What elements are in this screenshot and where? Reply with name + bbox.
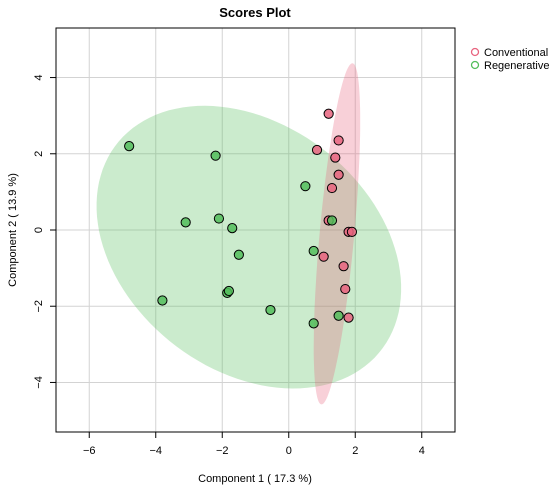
point-regenerative <box>308 318 319 329</box>
x-tick-label: −6 <box>83 445 96 457</box>
ellipse-conventional <box>313 63 361 405</box>
x-tick-label: 0 <box>286 445 292 457</box>
point-regenerative <box>333 310 344 321</box>
y-tick-label: −4 <box>33 376 45 389</box>
legend-label-regenerative: Regenerative <box>484 60 549 72</box>
x-tick-label: 2 <box>352 445 358 457</box>
point-conventional <box>340 283 351 295</box>
point-regenerative <box>227 222 238 234</box>
y-tick-label: −2 <box>33 300 45 313</box>
y-axis-ticks: −4 −2 0 2 4 <box>33 74 56 389</box>
legend-marker-conventional <box>470 47 480 57</box>
point-conventional <box>330 152 341 163</box>
data-points <box>124 108 358 329</box>
point-conventional <box>333 135 344 146</box>
point-regenerative <box>210 150 221 161</box>
legend-marker-regenerative <box>470 60 480 70</box>
point-regenerative <box>157 295 168 306</box>
x-tick-label: 4 <box>419 445 425 457</box>
point-conventional <box>318 251 329 262</box>
chart-title: Scores Plot <box>219 5 291 20</box>
x-tick-label: −4 <box>149 445 162 457</box>
point-conventional <box>311 144 323 156</box>
point-regenerative <box>213 213 225 224</box>
y-axis-label: Component 2 ( 13.9 %) <box>7 173 19 287</box>
point-regenerative <box>300 181 311 192</box>
y-tick-label: 4 <box>33 74 45 80</box>
point-regenerative <box>265 304 276 316</box>
y-tick-label: 0 <box>33 227 45 233</box>
x-tick-label: −2 <box>216 445 229 457</box>
point-conventional <box>333 169 344 180</box>
point-regenerative <box>326 215 338 226</box>
point-conventional <box>323 108 334 119</box>
ellipse-regenerative <box>96 105 402 389</box>
point-conventional <box>346 226 358 238</box>
point-regenerative <box>124 141 135 152</box>
point-regenerative <box>223 285 234 297</box>
point-regenerative <box>308 245 319 257</box>
point-regenerative <box>180 217 191 228</box>
point-conventional <box>343 312 354 323</box>
x-axis-label: Component 1 ( 17.3 %) <box>198 473 312 485</box>
point-conventional <box>338 261 349 272</box>
y-tick-label: 2 <box>33 151 45 157</box>
x-axis-ticks: −6 −4 −2 0 2 4 <box>83 432 425 457</box>
confidence-ellipses <box>96 63 402 405</box>
point-conventional <box>326 182 338 194</box>
point-regenerative <box>233 249 244 260</box>
legend-label-conventional: Conventional <box>484 47 548 59</box>
